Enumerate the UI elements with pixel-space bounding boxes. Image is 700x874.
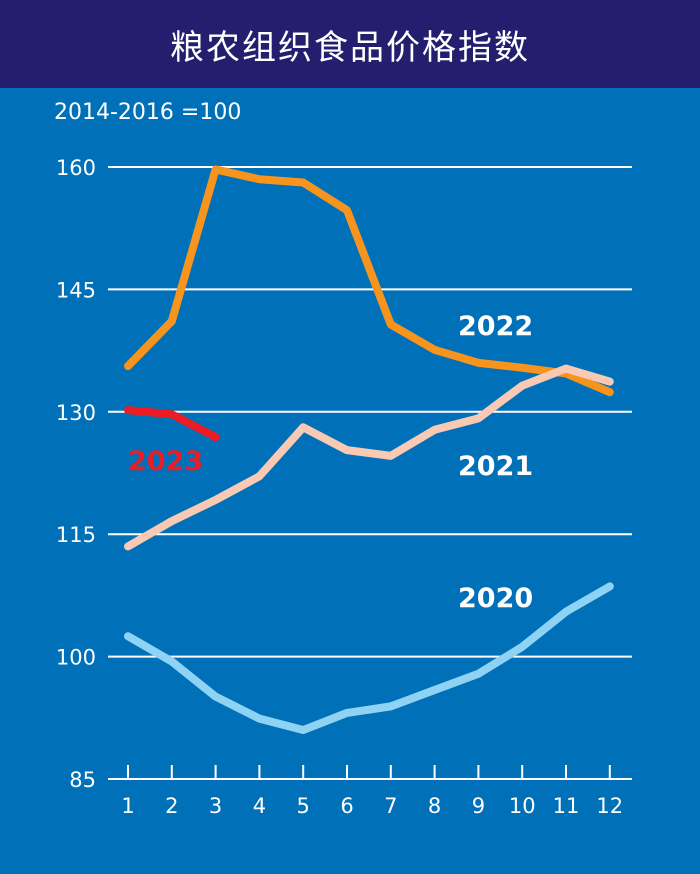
series-line-2022 [124, 165, 614, 397]
base-period-note: 2014-2016 =100 [54, 100, 242, 125]
x-tick-label: 12 [596, 794, 623, 818]
y-tick-label: 115 [56, 523, 96, 547]
x-tick-label: 5 [297, 794, 310, 818]
x-tick-label: 8 [428, 794, 441, 818]
x-tick-label: 6 [340, 794, 353, 818]
x-tick-label: 1 [121, 794, 134, 818]
series-label-2022: 2022 [458, 311, 533, 342]
series-line-2021 [124, 364, 614, 551]
series-label-2020: 2020 [458, 583, 533, 614]
x-tick-label: 4 [253, 794, 266, 818]
series-label-2023: 2023 [128, 446, 203, 477]
x-tick-label: 7 [384, 794, 397, 818]
y-tick-label: 130 [56, 401, 96, 425]
chart-header: 粮农组织食品价格指数 [0, 0, 700, 88]
y-tick-label: 85 [69, 768, 96, 792]
series-label-2021: 2021 [458, 451, 533, 482]
x-tick-label: 10 [509, 794, 536, 818]
x-tick-label: 9 [472, 794, 485, 818]
y-tick-label: 160 [56, 156, 96, 180]
x-tick-label: 3 [209, 794, 222, 818]
x-tick-label: 11 [553, 794, 580, 818]
x-tick-label: 2 [165, 794, 178, 818]
series-line-2020 [124, 582, 614, 735]
y-tick-label: 145 [56, 278, 96, 302]
y-tick-label: 100 [56, 646, 96, 670]
chart-title: 粮农组织食品价格指数 [170, 27, 530, 68]
series-line-2023 [124, 406, 220, 442]
